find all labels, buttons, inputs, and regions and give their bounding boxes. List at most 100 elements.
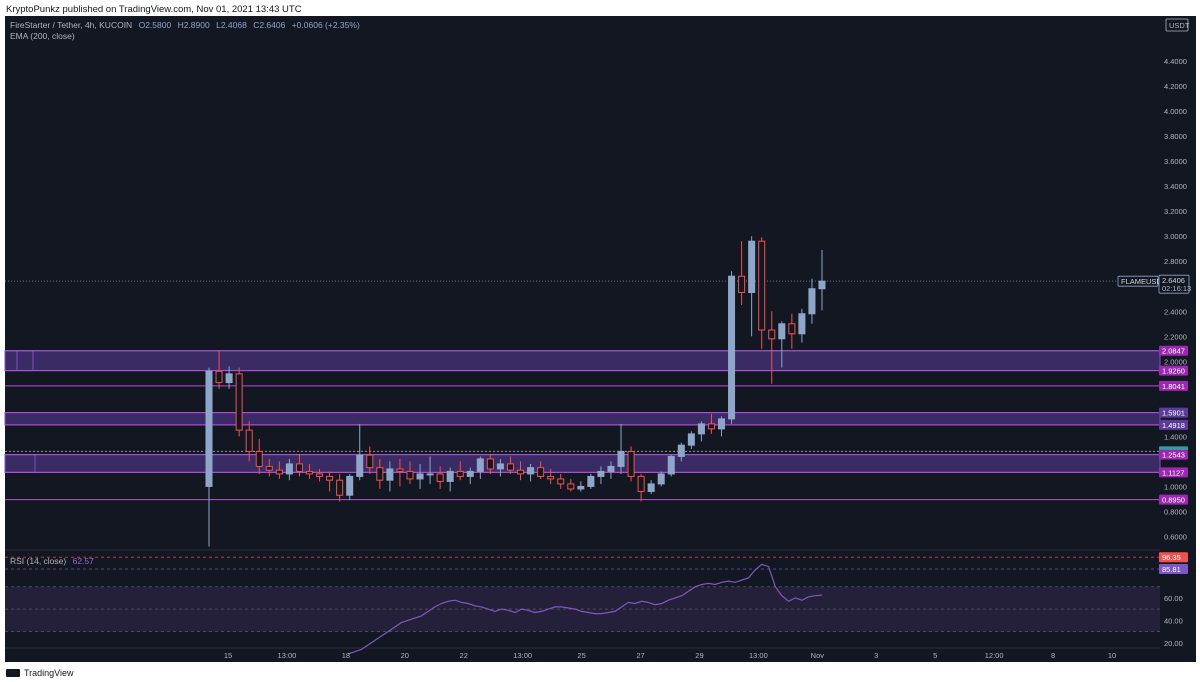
candle-body-43 <box>637 475 645 492</box>
candle-body-11 <box>316 473 324 477</box>
time-tick-label: 20 <box>401 651 409 660</box>
candle-body-50 <box>707 423 715 430</box>
candle-body-29 <box>496 463 504 470</box>
price-tick-label: 3.4000 <box>1164 182 1187 191</box>
level-tag-bg-3 <box>1159 407 1188 418</box>
candle-body-25 <box>456 470 464 477</box>
price-tick-label: 4.2000 <box>1164 82 1187 91</box>
price-tags: 2.08471.92601.80411.59011.49181.28051.25… <box>1117 274 1191 575</box>
candle-body-21 <box>416 473 424 480</box>
countdown-label: 02:16:13 <box>1162 284 1191 293</box>
candle-body-36 <box>567 483 575 490</box>
candle-body-39 <box>597 470 605 477</box>
candle-body-7 <box>275 469 283 475</box>
candle-body-14 <box>346 475 354 496</box>
open-value: O2.5800 <box>138 20 172 30</box>
tradingview-logo-icon <box>6 669 20 677</box>
candle-body-34 <box>547 475 555 480</box>
candle-body-32 <box>527 467 535 475</box>
price-tick-label: 3.8000 <box>1164 132 1187 141</box>
candle-body-9 <box>295 463 303 472</box>
candle-body-46 <box>667 455 675 475</box>
zone-2 <box>4 454 1161 473</box>
close-value: C2.6406 <box>253 20 286 30</box>
time-tick-label: 10 <box>1108 651 1116 660</box>
level-tag-label: 1.2543 <box>1162 451 1185 460</box>
candle-body-49 <box>697 423 705 435</box>
candle-body-16 <box>366 454 374 469</box>
candle-body-58 <box>788 323 796 335</box>
candle-body-17 <box>376 467 384 481</box>
current-price-value: 2.6406 <box>1162 276 1185 285</box>
rsi-value: 62.57 <box>72 556 94 566</box>
level-tag-label: 0.8950 <box>1162 496 1185 505</box>
currency-label: USDT <box>1169 21 1190 30</box>
time-tick-label: 13:00 <box>749 651 768 660</box>
current-price-tag-bg <box>1158 274 1190 294</box>
candle-body-35 <box>557 478 565 485</box>
currency-box <box>1165 18 1189 32</box>
time-tick-label: 5 <box>933 651 937 660</box>
time-tick-label: 3 <box>874 651 878 660</box>
symbol-tag-bg <box>1117 275 1159 287</box>
time-tick-label: 22 <box>460 651 468 660</box>
price-tick-label: 1.0000 <box>1164 482 1187 491</box>
candle-body-24 <box>446 470 454 482</box>
symbol-name: FireStarter / Tether, 4h, KUCOIN <box>10 20 133 30</box>
candle-body-51 <box>717 418 726 430</box>
candle-body-3 <box>235 373 243 431</box>
price-tick-label: 2.2000 <box>1164 332 1187 341</box>
candle-body-15 <box>356 454 364 477</box>
low-value: L2.4068 <box>216 20 247 30</box>
level-tag-bg-6 <box>1159 449 1188 460</box>
symbol-legend: FireStarter / Tether, 4h, KUCOIN O2.5800… <box>10 20 360 30</box>
candle-body-10 <box>305 470 314 475</box>
zone-1 <box>4 412 1161 426</box>
candle-body-41 <box>617 450 625 467</box>
time-tick-label: 27 <box>636 651 644 660</box>
candle-body-38 <box>587 475 595 487</box>
candle-body-26 <box>466 470 474 477</box>
candle-body-60 <box>808 288 816 315</box>
time-tick-label: 18 <box>342 651 350 660</box>
candle-body-33 <box>537 467 545 477</box>
candle-body-1 <box>215 370 223 384</box>
price-tick-label: 4.4000 <box>1164 57 1187 66</box>
rsi-tag-label: 96.35 <box>1162 553 1181 562</box>
ema-legend: EMA (200, close) <box>10 31 75 41</box>
candle-body-44 <box>647 483 655 492</box>
publish-line: KryptoPunkz published on TradingView.com… <box>6 4 302 15</box>
support-resistance-zones <box>4 280 1161 501</box>
candle-body-54 <box>748 240 756 293</box>
time-tick-label: 8 <box>1051 651 1055 660</box>
rsi-label: RSI (14, close) <box>10 556 67 566</box>
rsi-tick-label: 40.00 <box>1164 616 1183 625</box>
footer-brand[interactable]: TradingView <box>6 668 74 678</box>
candle-body-47 <box>677 444 685 457</box>
chart-frame[interactable] <box>5 16 1160 662</box>
candle-body-8 <box>285 463 293 475</box>
change-value: +0.0606 (+2.35%) <box>291 20 360 30</box>
candle-body-13 <box>336 479 344 496</box>
level-tag-bg-1 <box>1159 365 1188 376</box>
candle-body-0 <box>205 370 213 487</box>
symbol-tag-label: FLAMEUSDT <box>1121 277 1167 286</box>
candle-body-18 <box>386 468 394 481</box>
candle-body-28 <box>486 458 494 470</box>
candle-body-6 <box>265 465 273 471</box>
rsi-line <box>347 563 823 655</box>
candle-body-30 <box>506 463 514 471</box>
rsi-tick-label: 60.00 <box>1164 594 1183 603</box>
rsi-tag-bg-0 <box>1159 552 1188 563</box>
candle-body-2 <box>225 373 233 384</box>
level-tag-label: 1.5901 <box>1162 409 1185 418</box>
price-tick-label: 0.6000 <box>1164 532 1187 541</box>
price-tick-label: 4.0000 <box>1164 107 1187 116</box>
price-tick-label: 0.8000 <box>1164 507 1187 516</box>
price-tick-label: 2.4000 <box>1164 307 1187 316</box>
time-tick-label: 15 <box>224 651 232 660</box>
level-tag-bg-4 <box>1159 419 1188 430</box>
brand-name: TradingView <box>24 668 74 678</box>
candle-body-56 <box>768 329 776 340</box>
